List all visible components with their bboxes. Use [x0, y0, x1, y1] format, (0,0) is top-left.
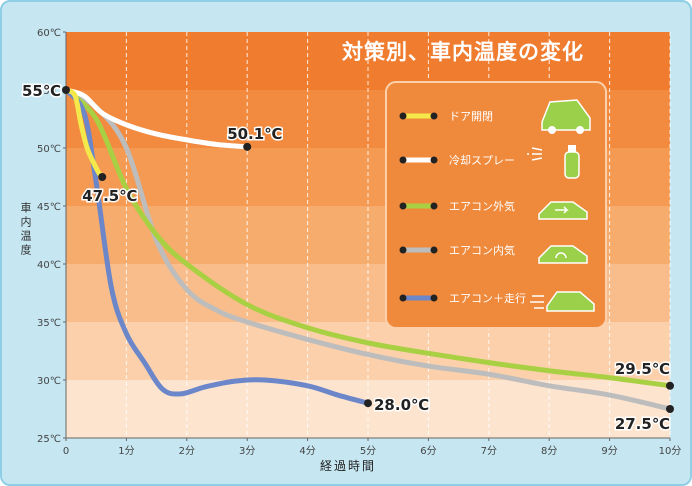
series-line-1 [63, 87, 250, 150]
legend-point [399, 112, 407, 120]
series-line-3 [63, 87, 673, 412]
y-tick-label: 30℃ [37, 376, 61, 387]
y-tick-label: 25℃ [37, 434, 61, 445]
legend-point [430, 202, 438, 210]
legend-point [430, 156, 438, 164]
series-line-2 [63, 87, 673, 389]
y-tick-label: 35℃ [37, 318, 61, 329]
data-point [364, 399, 372, 408]
y-tick-label: 50℃ [37, 144, 61, 155]
data-label: 47.5℃ [82, 187, 137, 205]
x-tick-label: 10分 [659, 445, 682, 457]
y-tick-label: 55℃ [37, 86, 61, 97]
legend-point [399, 246, 407, 254]
airflow-arrow-icon [555, 206, 569, 214]
y-tick-label: 60℃ [37, 28, 61, 39]
y-tick-label: 40℃ [37, 260, 61, 271]
legend-label: 冷却スプレー [449, 154, 515, 167]
data-point [666, 405, 674, 413]
spray-mist-icon [527, 147, 543, 161]
recirculate-arrow-icon [555, 252, 567, 259]
x-axis-label: 経過時間 [319, 459, 376, 473]
legend-point [430, 112, 438, 120]
x-tick-label: 9分 [601, 445, 617, 457]
data-label: 29.5℃ [615, 360, 670, 378]
data-label: 28.0℃ [374, 396, 429, 414]
x-tick-label: 2分 [179, 445, 195, 457]
legend-label: エアコン内気 [449, 244, 515, 257]
y-axis-label: 車内温度 [19, 202, 32, 258]
series-line-4 [63, 87, 371, 406]
y-tick-label: 45℃ [37, 202, 61, 213]
legend-label: エアコン＋走行 [449, 292, 526, 305]
legend-label: ドア開閉 [449, 110, 493, 123]
x-tick-label: 3分 [239, 445, 255, 457]
legend-point [430, 294, 438, 302]
legend-point [399, 294, 407, 302]
legend-label: エアコン外気 [449, 200, 515, 213]
spray-nozzle-icon [568, 145, 576, 152]
x-tick-label: 6分 [420, 445, 436, 457]
data-point [98, 173, 107, 181]
car-wheel-icon [548, 126, 556, 134]
car-driving-icon [546, 291, 595, 312]
car-door-open-icon [541, 99, 591, 131]
x-tick-label: 1分 [118, 445, 134, 457]
chart-title: 対策別、車内温度の変化 [342, 40, 584, 64]
car-wheel-icon [576, 126, 584, 134]
data-label: 50.1℃ [227, 125, 282, 143]
spray-can-icon [564, 151, 580, 179]
x-tick-label: 7分 [481, 445, 497, 457]
data-point [666, 381, 674, 390]
data-point [62, 86, 70, 94]
x-tick-label: 5分 [360, 445, 376, 457]
x-tick-label: 8分 [541, 445, 557, 457]
legend-point [399, 156, 407, 164]
series-line-0 [63, 87, 105, 180]
speed-lines-icon [530, 295, 544, 309]
data-point [243, 142, 252, 151]
legend-point [399, 202, 407, 210]
legend-box [385, 81, 607, 329]
data-label: 55℃ [22, 82, 61, 100]
x-tick-label: 0 [63, 446, 69, 457]
data-label: 27.5℃ [615, 415, 670, 433]
x-tick-label: 4分 [299, 445, 315, 457]
legend-point [430, 246, 438, 254]
car-recirculate-icon [538, 245, 588, 264]
